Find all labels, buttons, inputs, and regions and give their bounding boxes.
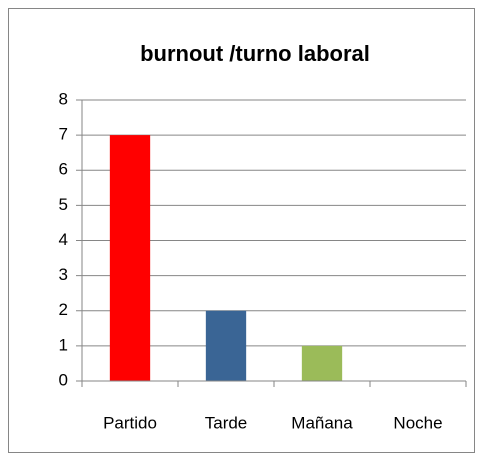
chart-title: burnout /turno laboral	[140, 41, 370, 66]
x-tick-label: Noche	[393, 413, 442, 432]
y-tick-label: 2	[59, 300, 68, 319]
y-tick-label: 8	[59, 89, 68, 108]
x-tick-label: Partido	[103, 413, 157, 432]
bar	[205, 310, 247, 381]
chart-frame	[8, 8, 475, 453]
y-tick-label: 6	[59, 160, 68, 179]
x-tick-label: Tarde	[205, 413, 248, 432]
y-tick-label: 1	[59, 335, 68, 354]
bar	[301, 345, 343, 381]
y-tick-label: 4	[59, 230, 68, 249]
y-tick-label: 0	[59, 370, 68, 389]
x-tick-label: Mañana	[291, 413, 353, 432]
bar	[109, 135, 151, 381]
y-tick-label: 3	[59, 265, 68, 284]
y-tick-label: 5	[59, 195, 68, 214]
y-tick-label: 7	[59, 125, 68, 144]
